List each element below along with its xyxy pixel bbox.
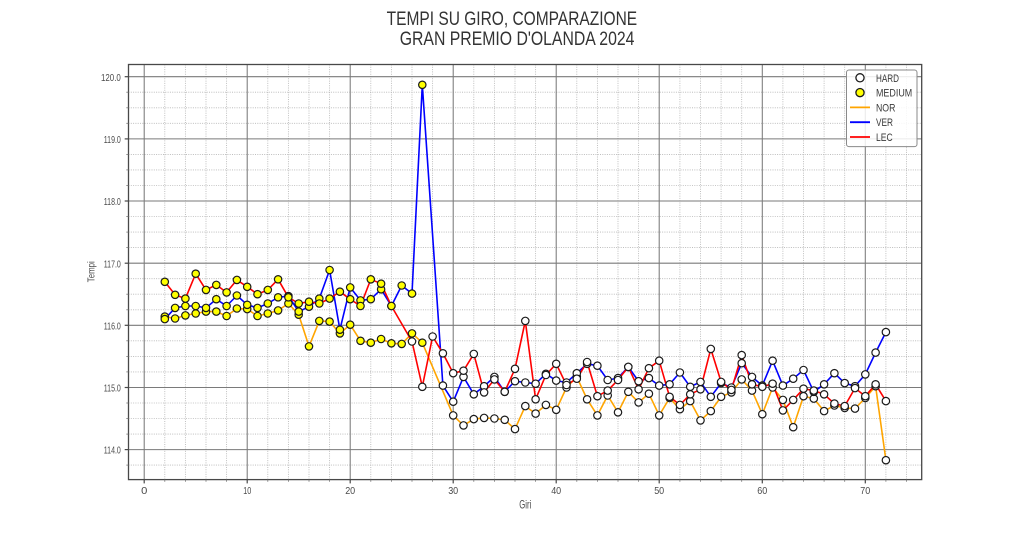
svg-text:70: 70 xyxy=(860,486,870,497)
svg-text:TEMPI SU GIRO, COMPARAZIONE: TEMPI SU GIRO, COMPARAZIONE xyxy=(387,8,638,30)
svg-text:120.0: 120.0 xyxy=(101,73,121,84)
svg-text:VER: VER xyxy=(876,117,893,129)
svg-text:Tempi: Tempi xyxy=(87,261,98,282)
svg-text:30: 30 xyxy=(448,486,458,497)
svg-text:118.0: 118.0 xyxy=(104,197,121,208)
svg-text:Giri: Giri xyxy=(519,498,531,511)
svg-text:LEC: LEC xyxy=(876,132,893,144)
svg-text:60: 60 xyxy=(757,486,767,497)
svg-text:40: 40 xyxy=(551,486,561,497)
svg-text:20: 20 xyxy=(345,486,355,497)
svg-text:116.0: 116.0 xyxy=(104,321,121,332)
svg-text:115.0: 115.0 xyxy=(104,384,121,395)
svg-text:50: 50 xyxy=(654,486,664,497)
svg-text:HARD: HARD xyxy=(876,73,899,85)
svg-text:10: 10 xyxy=(243,486,251,497)
svg-text:MEDIUM: MEDIUM xyxy=(876,88,912,100)
svg-text:117.0: 117.0 xyxy=(104,259,121,270)
svg-text:119.0: 119.0 xyxy=(104,135,121,146)
svg-text:114.0: 114.0 xyxy=(104,446,121,457)
svg-text:NOR: NOR xyxy=(876,102,895,114)
svg-text:GRAN PREMIO D'OLANDA 2024: GRAN PREMIO D'OLANDA 2024 xyxy=(400,28,635,50)
svg-text:0: 0 xyxy=(141,486,147,497)
